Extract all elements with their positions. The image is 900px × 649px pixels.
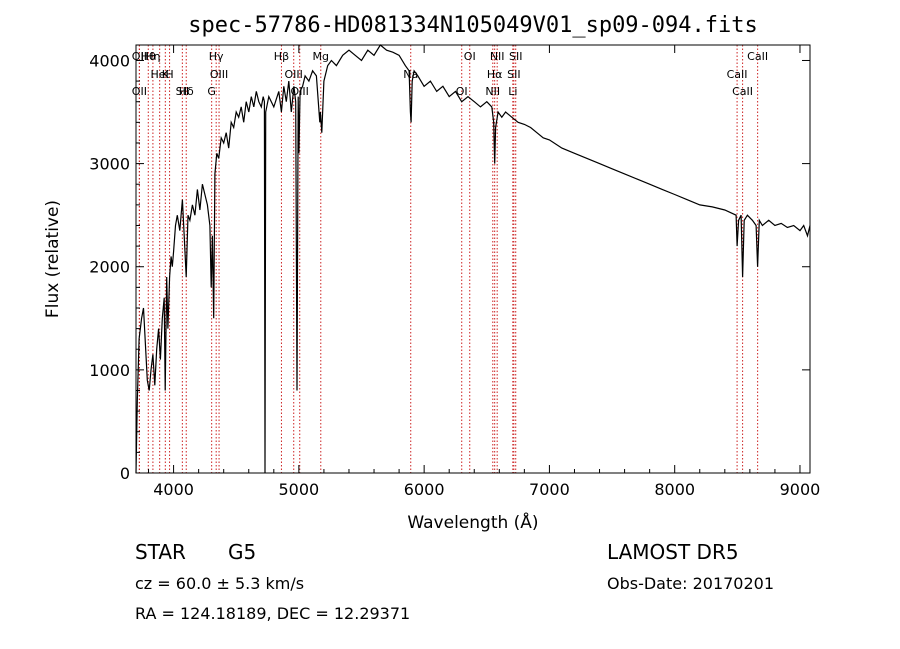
line-marker-label: OIII (285, 68, 303, 81)
line-marker-label: Hδ (179, 85, 194, 98)
x-axis-ticks: 4000 5000 6000 7000 8000 9000 (148, 45, 821, 499)
line-marker-label: Hα (487, 68, 503, 81)
spectrum-line (135, 44, 811, 474)
subclass: G5 (228, 540, 257, 564)
line-marker-label: Hθ (141, 50, 156, 63)
x-tick-label: 8000 (654, 480, 695, 499)
line-marker-label: H (165, 68, 173, 81)
coordinates: RA = 124.18189, DEC = 12.29371 (135, 604, 411, 623)
y-axis-ticks: 0 1000 2000 3000 4000 (89, 51, 810, 483)
y-tick-label: 3000 (89, 155, 130, 174)
line-marker-label: SII (509, 50, 522, 63)
spectral-line-markers (138, 45, 759, 473)
survey-name: LAMOST DR5 (607, 540, 739, 564)
line-marker-label: Li (508, 85, 517, 98)
line-marker-label: Na (403, 68, 418, 81)
x-tick-label: 4000 (153, 480, 194, 499)
x-tick-label: 7000 (529, 480, 570, 499)
y-tick-label: 1000 (89, 361, 130, 380)
line-marker-label: Mg (313, 50, 329, 63)
line-marker-label: K (162, 68, 170, 81)
line-marker-label: HeI (151, 68, 169, 81)
line-marker-label: G (207, 85, 216, 98)
y-tick-label: 4000 (89, 51, 130, 70)
y-tick-label: 0 (120, 464, 130, 483)
line-marker-label: CaII (727, 68, 748, 81)
spectral-line-labels: HθKHδOIIHeISIIHγOIIIOIIHηHGHβOIIIOIIIMgN… (132, 50, 768, 98)
y-tick-label: 2000 (89, 258, 130, 277)
line-marker-label: Hη (145, 50, 160, 63)
line-marker-label: OII (132, 85, 147, 98)
line-marker-label: SII (176, 85, 189, 98)
line-marker-label: OI (464, 50, 476, 63)
object-class: STAR (135, 540, 186, 564)
line-marker-label: SII (507, 68, 520, 81)
line-marker-label: NII (485, 85, 500, 98)
chart-title: spec-57786-HD081334N105049V01_sp09-094.f… (188, 13, 758, 38)
x-tick-label: 5000 (279, 480, 320, 499)
redshift-cz: cz = 60.0 ± 5.3 km/s (135, 574, 305, 593)
line-marker-label: NII (490, 50, 505, 63)
line-marker-label: Hβ (274, 50, 289, 63)
x-axis-label: Wavelength (Å) (407, 511, 538, 533)
line-marker-label: Hγ (209, 50, 224, 63)
plot-frame (135, 44, 811, 474)
line-marker-label: CaII (747, 50, 768, 63)
y-axis-label: Flux (relative) (43, 200, 63, 318)
line-marker-label: OI (456, 85, 468, 98)
line-marker-label: CaII (732, 85, 753, 98)
x-tick-label: 9000 (780, 480, 821, 499)
line-marker-label: OIII (210, 68, 228, 81)
x-tick-label: 6000 (404, 480, 445, 499)
observation-date: Obs-Date: 20170201 (607, 574, 775, 593)
